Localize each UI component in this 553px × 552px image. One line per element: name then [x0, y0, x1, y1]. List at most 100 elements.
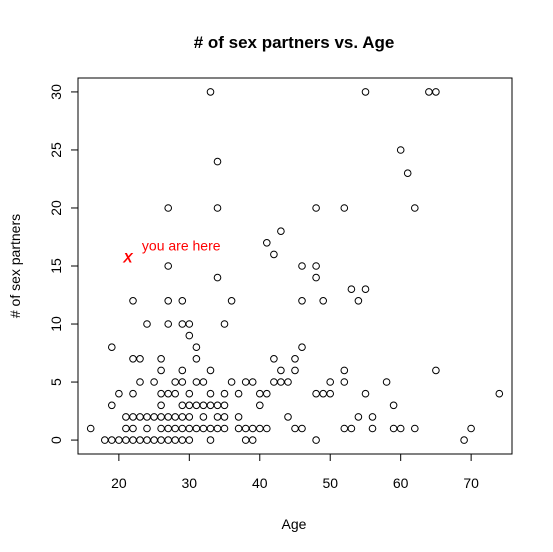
data-point — [495, 389, 504, 398]
data-point — [136, 413, 144, 421]
data-point — [122, 424, 130, 433]
data-point — [171, 389, 179, 398]
data-point — [291, 366, 299, 375]
data-point — [164, 262, 172, 270]
y-tick-label: 10 — [48, 316, 64, 332]
data-point — [136, 436, 144, 444]
data-point — [192, 378, 201, 386]
data-point — [199, 424, 208, 433]
y-tick-label: 30 — [48, 84, 64, 100]
data-point — [157, 355, 165, 363]
data-point — [256, 424, 264, 433]
y-axis: 0 5 10 15 20 25 30 — [48, 84, 79, 444]
data-point — [129, 413, 137, 421]
data-point — [199, 378, 208, 386]
data-point — [256, 389, 264, 398]
data-point — [277, 366, 285, 375]
data-point — [185, 389, 194, 398]
data-point — [101, 436, 109, 444]
data-point — [178, 320, 187, 328]
data-point — [220, 320, 229, 328]
data-point — [192, 401, 201, 410]
data-point — [213, 424, 222, 433]
data-point — [411, 424, 419, 433]
y-axis-label: # of sex partners — [7, 214, 23, 318]
data-point — [319, 297, 328, 305]
data-point — [396, 424, 405, 433]
data-point — [263, 239, 271, 247]
data-point — [234, 389, 243, 398]
data-point — [115, 436, 123, 444]
data-point — [312, 436, 320, 444]
data-point — [227, 378, 236, 386]
x-tick-label: 40 — [252, 475, 268, 491]
data-point — [220, 389, 229, 398]
data-point — [157, 366, 165, 375]
data-point — [256, 401, 264, 410]
x-tick-label: 20 — [111, 475, 127, 491]
data-point — [291, 355, 299, 363]
data-point — [164, 320, 172, 328]
data-point — [185, 413, 194, 421]
data-point — [340, 204, 349, 212]
data-point — [86, 424, 95, 433]
data-point — [403, 169, 412, 177]
x-tick-label: 50 — [322, 475, 338, 491]
data-point — [382, 378, 391, 386]
data-point — [171, 424, 179, 433]
data-point — [298, 424, 306, 433]
data-point — [347, 285, 356, 294]
data-point — [108, 343, 116, 352]
data-point — [192, 343, 201, 352]
data-point — [411, 204, 419, 212]
you-are-here-marker: X — [122, 249, 134, 265]
data-point — [213, 204, 222, 212]
x-tick-label: 30 — [182, 475, 198, 491]
data-point — [164, 424, 172, 433]
data-point — [192, 355, 201, 363]
data-point — [206, 88, 215, 96]
data-point — [108, 436, 116, 444]
data-point — [129, 436, 137, 444]
data-point — [340, 424, 349, 433]
plot-box — [77, 77, 513, 455]
data-point — [361, 389, 370, 398]
data-point — [263, 424, 271, 433]
data-point — [129, 355, 137, 363]
data-point — [248, 424, 257, 433]
x-axis: 20 30 40 50 60 70 — [111, 453, 479, 491]
data-point — [164, 436, 172, 444]
data-point — [241, 378, 250, 386]
data-point — [143, 424, 151, 433]
data-point — [178, 436, 187, 444]
data-point — [150, 413, 158, 421]
data-point — [206, 389, 215, 398]
data-point — [220, 413, 229, 421]
data-point — [129, 297, 137, 305]
x-axis-label: Age — [282, 516, 307, 532]
data-point — [206, 436, 215, 444]
data-point — [143, 413, 151, 421]
data-point — [291, 424, 299, 433]
data-point — [467, 424, 475, 433]
data-point — [284, 378, 292, 386]
data-point — [185, 320, 194, 328]
data-point — [178, 424, 187, 433]
chart-title: # of sex partners vs. Age — [194, 33, 395, 52]
data-point — [396, 146, 405, 154]
data-point — [185, 424, 194, 433]
data-point — [185, 331, 194, 340]
data-point — [234, 413, 243, 421]
data-point — [213, 401, 222, 410]
data-point — [122, 413, 130, 421]
y-tick-label: 5 — [48, 378, 64, 386]
data-point — [263, 389, 271, 398]
data-point — [368, 424, 377, 433]
data-point — [143, 436, 151, 444]
data-point — [298, 343, 306, 352]
data-point — [178, 366, 187, 375]
data-point — [171, 378, 179, 386]
data-point — [143, 320, 151, 328]
data-point — [227, 297, 236, 305]
